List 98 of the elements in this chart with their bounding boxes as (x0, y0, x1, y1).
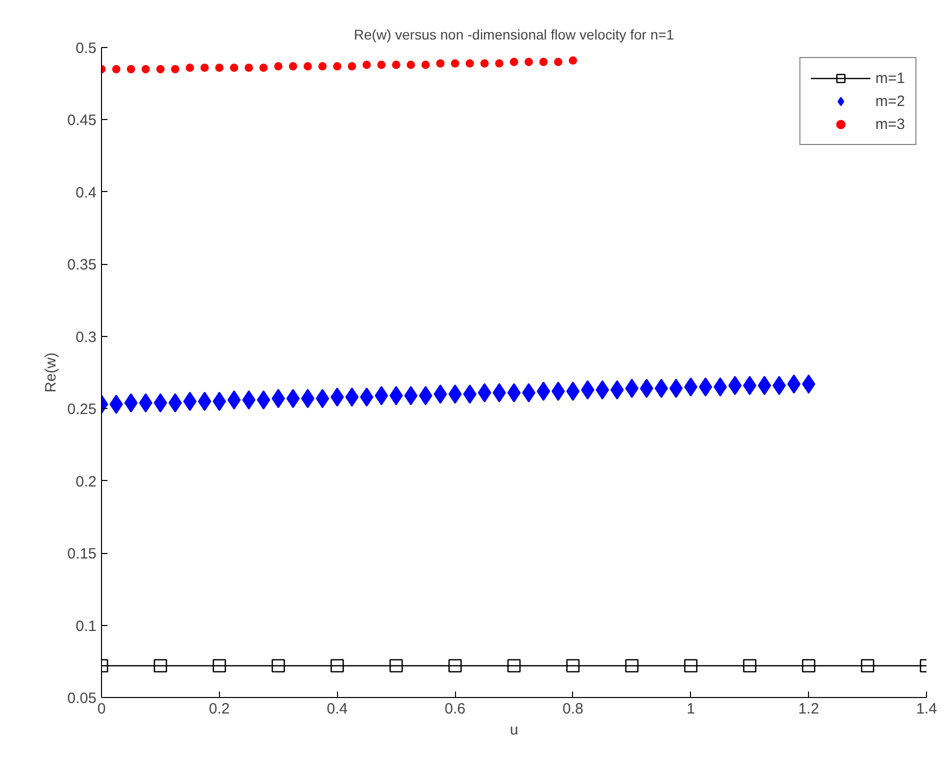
y-tick-label: 0.45 (67, 112, 97, 130)
point (183, 392, 197, 412)
point (418, 386, 432, 406)
point (392, 60, 400, 69)
point (256, 390, 270, 410)
point (200, 64, 209, 72)
x-tick-label: 0 (97, 700, 106, 718)
point (304, 62, 312, 70)
point (466, 59, 474, 68)
point (860, 659, 874, 672)
point (596, 380, 610, 400)
point (330, 659, 344, 672)
point (154, 659, 168, 672)
y-tick-label: 0.15 (67, 546, 97, 563)
point (566, 382, 580, 401)
point (316, 388, 330, 408)
point (215, 64, 224, 72)
point (345, 387, 359, 407)
point (230, 64, 238, 72)
point (389, 659, 403, 672)
x-tick-label: 0.4 (326, 700, 348, 718)
point (227, 390, 241, 410)
point (610, 380, 624, 400)
y-tick-label: 0.25 (67, 401, 97, 418)
point (554, 58, 562, 66)
point (802, 659, 816, 672)
x-tick-label: 1.2 (798, 700, 820, 718)
point (539, 58, 548, 66)
point (640, 378, 654, 398)
point (244, 64, 253, 72)
x-tick-label: 0.2 (208, 700, 230, 718)
legend-label: m=1 (875, 70, 905, 86)
point (495, 59, 504, 68)
y-tick-label: 0.2 (76, 473, 97, 490)
y-tick-label: 0.4 (76, 184, 97, 202)
point (259, 64, 268, 72)
point (448, 659, 462, 672)
point (507, 659, 521, 672)
x-tick-label: 0.6 (444, 700, 466, 718)
y-tick-label: 0.05 (67, 690, 97, 707)
point (802, 374, 816, 394)
point (272, 659, 285, 672)
point (421, 60, 430, 69)
point (286, 388, 300, 408)
point (743, 659, 756, 672)
point (448, 384, 462, 404)
point (507, 383, 521, 402)
point (171, 65, 180, 74)
x-axis-title: u (510, 722, 518, 738)
point (568, 56, 578, 65)
legend-label: m=2 (875, 92, 905, 110)
point (274, 62, 282, 70)
point (566, 659, 580, 672)
point (186, 64, 194, 72)
point (112, 65, 120, 74)
point (625, 378, 639, 398)
point (524, 58, 533, 66)
point (362, 60, 371, 69)
point (669, 378, 683, 398)
y-tick-label: 0.1 (76, 618, 97, 635)
y-axis-title: Re(w) (42, 352, 60, 392)
point (510, 58, 518, 66)
point (450, 59, 460, 68)
point (288, 62, 298, 70)
point (787, 374, 801, 394)
legend-label: m=3 (875, 116, 905, 132)
point (389, 386, 403, 406)
point (142, 65, 150, 74)
point (156, 65, 165, 74)
y-tick-label: 0.35 (67, 256, 97, 274)
point (406, 60, 416, 69)
point (684, 659, 698, 672)
point (480, 59, 489, 68)
point (758, 376, 772, 396)
point (126, 65, 136, 74)
point (478, 383, 492, 402)
y-tick-label: 0.5 (76, 40, 97, 57)
point (698, 377, 712, 397)
x-tick-label: 1 (686, 700, 695, 718)
point (124, 393, 138, 412)
point (374, 386, 388, 406)
point (728, 376, 742, 396)
point (318, 62, 327, 70)
point (198, 392, 212, 412)
point (436, 59, 444, 68)
point (404, 386, 418, 406)
point (348, 62, 356, 70)
x-tick-label: 0.8 (562, 700, 584, 718)
point (212, 392, 226, 412)
point (377, 60, 386, 69)
point (625, 659, 639, 672)
point (333, 62, 342, 70)
chart-title: Re(w) versus non -dimensional flow velocity for n=1 (354, 26, 674, 42)
point (212, 659, 226, 672)
point (154, 393, 168, 412)
x-tick-label: 1.4 (916, 700, 937, 718)
point (536, 382, 550, 401)
y-tick-label: 0.3 (76, 328, 97, 346)
